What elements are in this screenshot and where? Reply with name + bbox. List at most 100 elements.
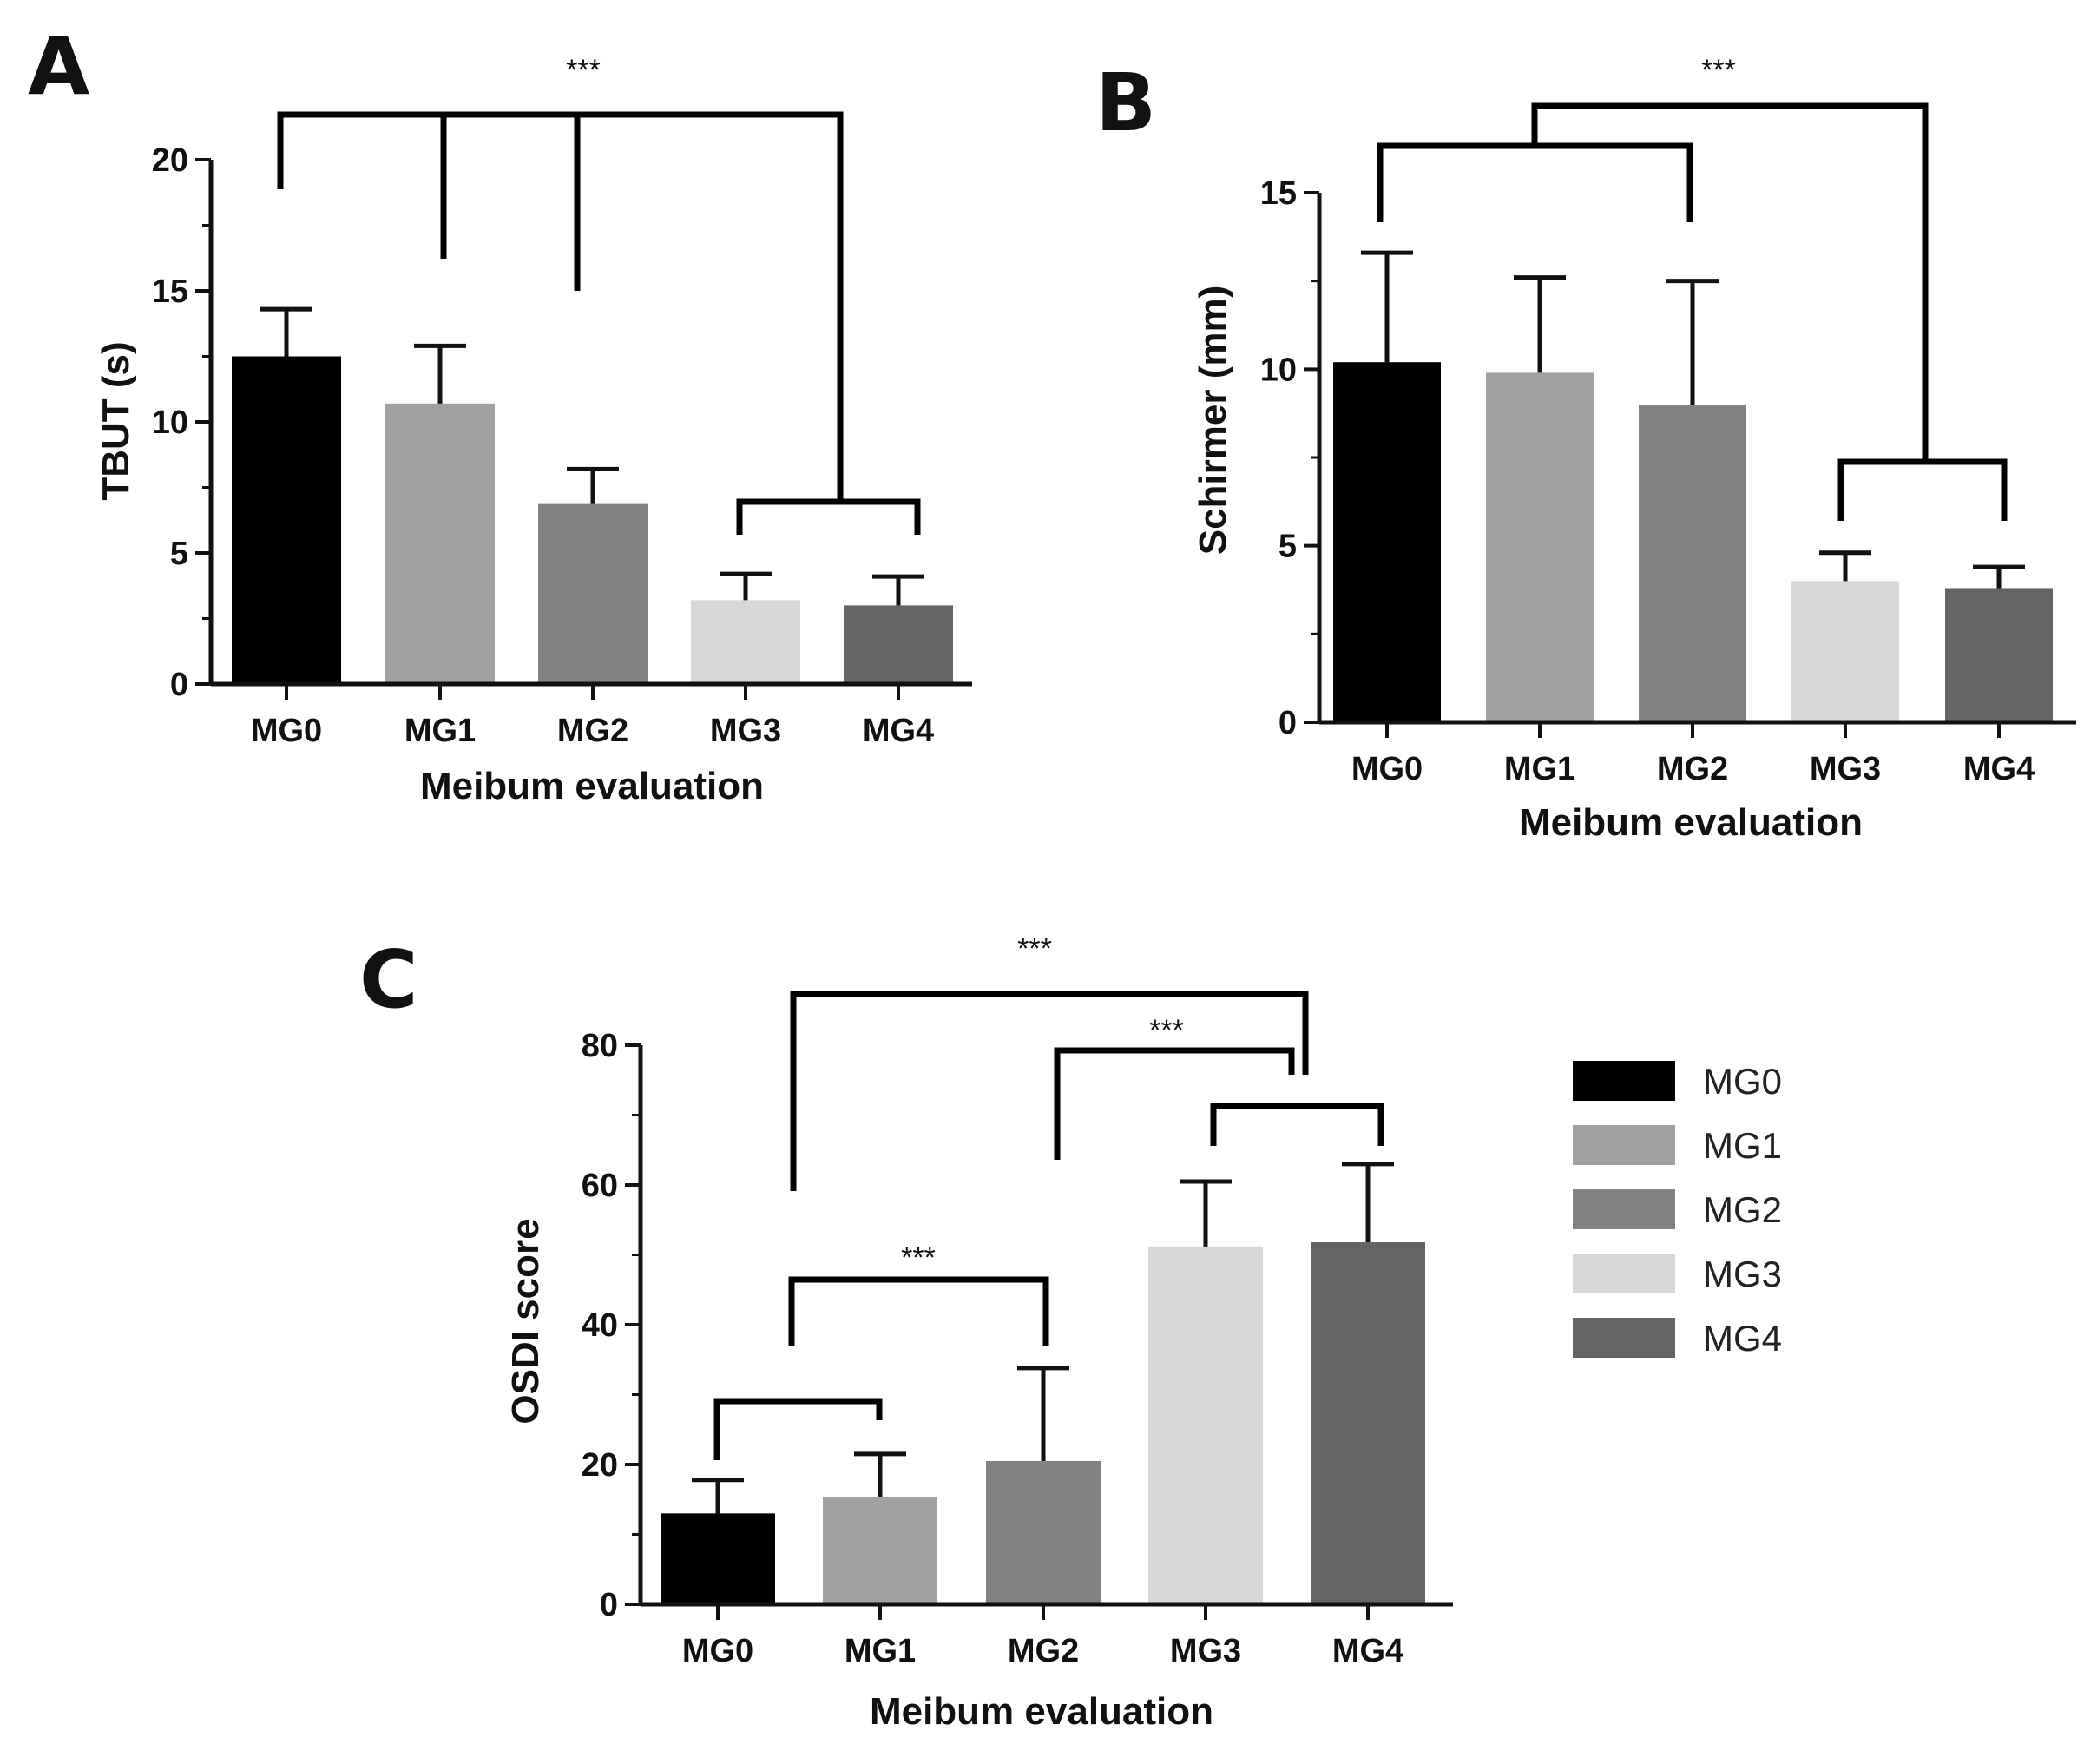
panel-b-error-bar-mg3	[1819, 550, 1871, 582]
panel-c-significance: *** *** ***	[713, 932, 1384, 1460]
panel-a-bar-mg0	[232, 356, 341, 684]
panel-a-error-bar-mg2	[567, 466, 619, 504]
panel-c-x-tick-label-mg0: MG0	[682, 1633, 753, 1669]
panel-a-x-axis-title: Meibum evaluation	[420, 765, 764, 807]
panel-c-sig-label-low: ***	[901, 1241, 936, 1274]
panel-c-error-bar-mg1	[854, 1451, 906, 1497]
panel-c-chart: 0 20 40 60 80 MG0 MG1 MG2 MG3 MG4	[582, 1028, 1453, 1669]
panel-a-bracket-main	[277, 111, 844, 291]
panel-c-bracket-mg0-mg2	[788, 1276, 1049, 1346]
panel-a-y-tick-label: 10	[152, 405, 188, 441]
panel-a-x-tick-label-mg1: MG1	[404, 713, 476, 749]
panel-c-y-axis-title: OSDI score	[504, 1218, 547, 1424]
panel-b-chart: 0 5 10 15 MG0 MG1 MG2 MG3 MG4	[1260, 175, 2076, 787]
panel-b-y-axis-title: Schirmer (mm)	[1192, 286, 1234, 556]
panel-b-x-axis-title: Meibum evaluation	[1519, 801, 1863, 844]
panel-b-error-bar-mg4	[1973, 564, 2025, 589]
panel-c-sig-label-mid: ***	[1149, 1014, 1184, 1047]
panel-c-y-tick-label: 20	[582, 1447, 618, 1484]
panel-b-y-tick-label: 15	[1260, 175, 1297, 212]
panel-c-error-bar-mg4	[1342, 1162, 1394, 1243]
panel-a-chart: 0 5 10 15 20 MG0 MG1 MG2 MG3 MG4	[152, 142, 972, 749]
panel-c-bar-mg2	[986, 1460, 1101, 1604]
panel-b-error-bar-mg0	[1361, 250, 1413, 363]
panel-c-y-tick-label: 40	[582, 1307, 618, 1344]
panel-b-error-bar-mg1	[1514, 275, 1566, 373]
panel-c-bracket-mg0-mg1	[713, 1398, 883, 1460]
panel-b-y-tick-label: 0	[1279, 705, 1297, 741]
panel-a-bracket-mg3-mg4	[736, 498, 921, 535]
panel-c-x-tick-label-mg4: MG4	[1332, 1633, 1403, 1669]
panel-c-x-tick-label-mg2: MG2	[1008, 1633, 1079, 1669]
panel-a-error-bar-mg1	[414, 343, 466, 404]
panel-b-bar-mg4	[1945, 588, 2053, 722]
panel-a-y-tick-label: 15	[152, 273, 188, 310]
panel-b-significance: ***	[1377, 54, 2008, 521]
panel-c-bar-mg3	[1148, 1246, 1263, 1604]
panel-a-error-bar-mg4	[872, 574, 924, 606]
panel-a-bar-mg4	[844, 605, 953, 684]
panel-c-bar-mg0	[661, 1513, 775, 1604]
panel-b-error-bar-mg2	[1666, 279, 1719, 405]
panel-c-error-bar-mg3	[1180, 1179, 1232, 1247]
panel-c-bar-mg4	[1311, 1242, 1425, 1604]
panel-c-x-tick-label-mg1: MG1	[845, 1633, 916, 1669]
panel-a-bar-mg1	[385, 403, 495, 684]
panel-a-y-tick-label: 20	[152, 142, 188, 179]
legend-swatch-mg2	[1573, 1189, 1675, 1229]
panel-c-y-tick-label: 60	[582, 1168, 618, 1204]
panel-a-bar-mg2	[538, 503, 648, 684]
panel-b-bar-mg0	[1333, 362, 1441, 722]
panel-b-x-tick-label-mg0: MG0	[1351, 751, 1423, 787]
legend-label-mg4: MG4	[1703, 1318, 1782, 1359]
panel-b-x-tick-label-mg4: MG4	[1963, 751, 2035, 787]
panel-a-sig-label: ***	[566, 54, 601, 87]
panel-c-y-tick-label: 80	[582, 1028, 618, 1064]
legend-swatch-mg4	[1573, 1318, 1675, 1358]
panel-a-x-tick-label-mg4: MG4	[863, 713, 934, 749]
panel-a-y-axis-title: TBUT (s)	[95, 341, 137, 500]
panel-c-error-bar-mg0	[692, 1478, 744, 1514]
panel-a-bar-mg3	[691, 600, 800, 684]
panel-a-y-tick-label: 0	[170, 667, 188, 703]
panel-b-y-tick-label: 5	[1279, 529, 1297, 565]
panel-c-bracket-mg0-to-mg3mg4	[790, 991, 1309, 1191]
panel-c-bracket-mg3-mg4	[1210, 1102, 1384, 1146]
panel-label-c: C	[359, 933, 418, 1026]
panel-c-error-bar-mg2	[1017, 1366, 1069, 1461]
panel-b-x-tick-label-mg3: MG3	[1810, 751, 1881, 787]
panel-c-bracket-mg2-to-mg3mg4	[1054, 1047, 1295, 1160]
panel-a-error-bar-mg3	[720, 571, 772, 601]
panel-a-y-tick-label: 5	[170, 536, 188, 572]
panel-c-y-tick-label: 0	[600, 1587, 618, 1623]
legend-swatch-mg3	[1573, 1254, 1675, 1293]
panel-b-y-tick-label: 10	[1260, 352, 1297, 388]
legend-swatch-mg0	[1573, 1061, 1675, 1101]
legend-label-mg2: MG2	[1703, 1189, 1782, 1230]
legend-label-mg1: MG1	[1703, 1125, 1782, 1166]
panel-a-x-tick-label-mg2: MG2	[557, 713, 628, 749]
legend-label-mg0: MG0	[1703, 1061, 1782, 1102]
panel-a-x-tick-label-mg0: MG0	[251, 713, 322, 749]
panel-label-b: B	[1095, 56, 1156, 149]
panel-c-sig-label-top: ***	[1017, 932, 1052, 965]
panel-b-x-tick-label-mg2: MG2	[1657, 751, 1728, 787]
panel-a-significance: ***	[277, 54, 921, 535]
panel-a-error-bar-mg0	[260, 306, 312, 357]
panel-b-bar-mg1	[1486, 372, 1594, 722]
panel-b-bar-mg3	[1791, 581, 1899, 722]
panel-b-sig-label: ***	[1701, 54, 1736, 87]
panel-a-x-tick-label-mg3: MG3	[710, 713, 781, 749]
panel-b-bracket-mg3-mg4	[1837, 458, 2008, 521]
legend-swatch-mg1	[1573, 1125, 1675, 1165]
panel-b-bar-mg2	[1639, 405, 1746, 722]
panel-c-x-axis-title: Meibum evaluation	[870, 1690, 1213, 1733]
panel-label-a: A	[28, 20, 89, 113]
panel-c-x-tick-label-mg3: MG3	[1170, 1633, 1241, 1669]
panel-b-x-tick-label-mg1: MG1	[1504, 751, 1575, 787]
legend: MG0 MG1 MG2 MG3 MG4	[1573, 1061, 1782, 1359]
legend-label-mg3: MG3	[1703, 1254, 1782, 1294]
panel-c-bar-mg1	[823, 1497, 937, 1604]
panel-b-bracket-main	[1531, 102, 1929, 462]
